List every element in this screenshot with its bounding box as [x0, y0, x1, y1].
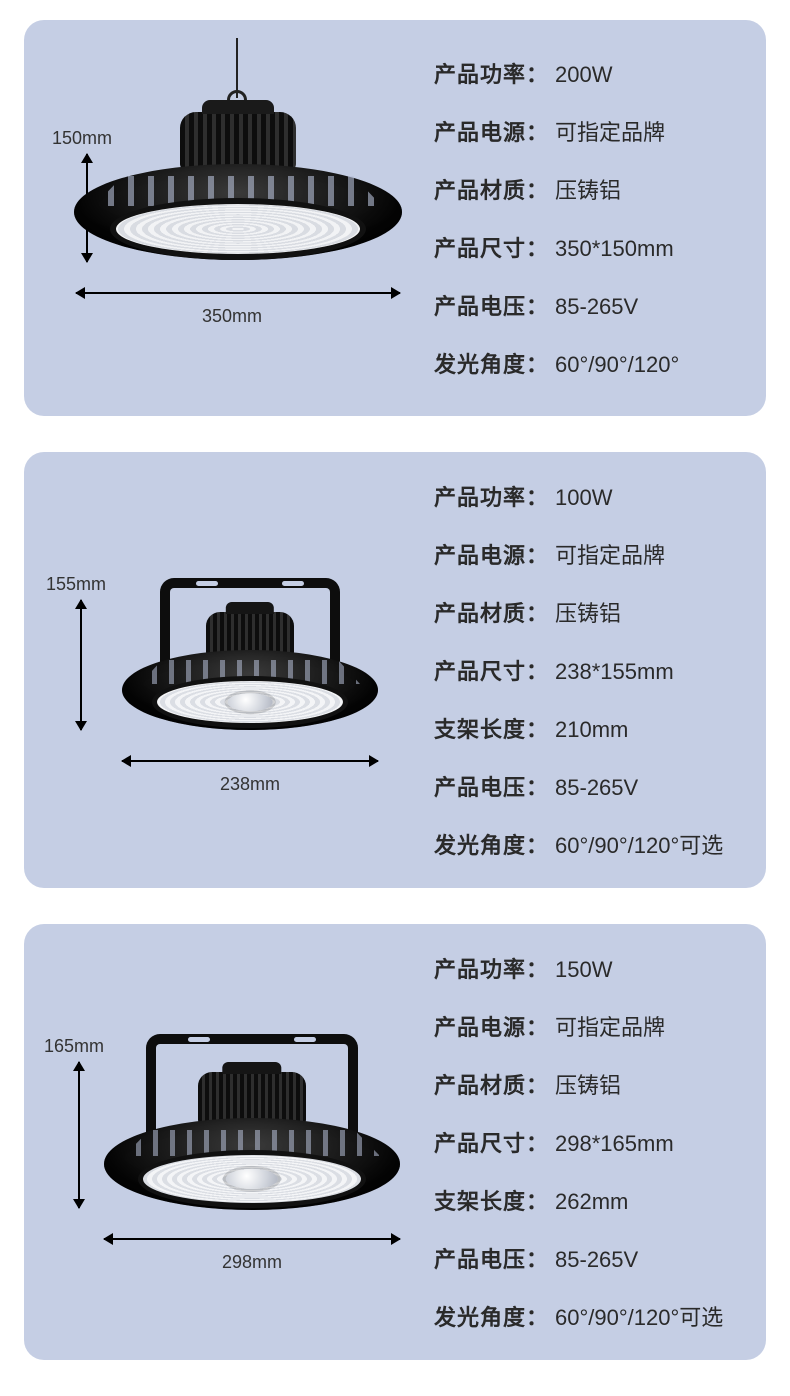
hanger-chain-icon	[236, 38, 238, 98]
spec-row-material: 产品材质： 压铸铝	[434, 596, 746, 628]
dim-width-arrow	[76, 292, 400, 294]
spec-label: 支架长度：	[434, 1184, 549, 1216]
spec-row-beam-angle: 发光角度： 60°/90°/120°	[434, 347, 746, 379]
product-illustration: 165mm 298mm	[44, 972, 424, 1312]
product-illustration: 155mm 238mm	[44, 500, 424, 840]
spec-value: 60°/90°/120°	[555, 352, 679, 378]
spec-row-voltage: 产品电压： 85-265V	[434, 1242, 746, 1274]
spec-list: 产品功率： 150W 产品电源： 可指定品牌 产品材质： 压铸铝 产品尺寸： 2…	[424, 952, 746, 1332]
spec-value: 压铸铝	[555, 596, 621, 628]
spec-label: 产品电压：	[434, 289, 549, 321]
product-card: 165mm 298mm 产品功率： 150W 产品电源： 可指定品牌 产品材质：…	[24, 924, 766, 1360]
spec-value: 210mm	[555, 717, 628, 743]
spec-label: 产品电压：	[434, 1242, 549, 1274]
spec-row-material: 产品材质： 压铸铝	[434, 173, 746, 205]
spec-value: 262mm	[555, 1189, 628, 1215]
spec-row-power-source: 产品电源： 可指定品牌	[434, 538, 746, 570]
spec-value: 压铸铝	[555, 173, 621, 205]
spec-row-power-source: 产品电源： 可指定品牌	[434, 115, 746, 147]
spec-value: 85-265V	[555, 1247, 638, 1273]
dim-width-label: 350mm	[202, 306, 262, 327]
spec-value: 可指定品牌	[555, 538, 665, 570]
spec-label: 支架长度：	[434, 712, 549, 744]
spec-row-power-source: 产品电源： 可指定品牌	[434, 1010, 746, 1042]
product-card: 155mm 238mm 产品功率： 100W 产品电源： 可指定品牌 产品材质：…	[24, 452, 766, 888]
spec-value: 60°/90°/120°可选	[555, 828, 723, 860]
dim-height-arrow	[80, 600, 82, 730]
bracket-slot-icon	[196, 581, 218, 586]
spec-label: 发光角度：	[434, 1300, 549, 1332]
spec-label: 产品功率：	[434, 57, 549, 89]
dim-height-label: 150mm	[52, 128, 112, 149]
spec-list: 产品功率： 200W 产品电源： 可指定品牌 产品材质： 压铸铝 产品尺寸： 3…	[424, 57, 746, 379]
spec-value: 238*155mm	[555, 659, 674, 685]
spec-label: 产品电压：	[434, 770, 549, 802]
spec-value: 可指定品牌	[555, 1010, 665, 1042]
spec-label: 产品尺寸：	[434, 231, 549, 263]
spec-row-beam-angle: 发光角度： 60°/90°/120°可选	[434, 1300, 746, 1332]
heatsink-icon	[198, 1072, 306, 1124]
dim-height-label: 165mm	[44, 1036, 104, 1057]
dim-width-arrow	[104, 1238, 400, 1240]
spec-list: 产品功率： 100W 产品电源： 可指定品牌 产品材质： 压铸铝 产品尺寸： 2…	[424, 480, 746, 860]
spec-label: 发光角度：	[434, 347, 549, 379]
spec-label: 产品材质：	[434, 596, 549, 628]
product-card: 150mm 350mm 产品功率： 200W 产品电源： 可指定品牌 产品材质：…	[24, 20, 766, 416]
spec-value: 298*165mm	[555, 1131, 674, 1157]
spec-row-voltage: 产品电压： 85-265V	[434, 289, 746, 321]
spec-label: 产品功率：	[434, 480, 549, 512]
spec-value: 60°/90°/120°可选	[555, 1300, 723, 1332]
spec-value: 85-265V	[555, 294, 638, 320]
spec-label: 发光角度：	[434, 828, 549, 860]
dim-height-arrow	[78, 1062, 80, 1208]
spec-row-size: 产品尺寸： 238*155mm	[434, 654, 746, 686]
spec-value: 200W	[555, 62, 612, 88]
spec-row-size: 产品尺寸： 298*165mm	[434, 1126, 746, 1158]
dim-height-label: 155mm	[46, 574, 106, 595]
dim-width-arrow	[122, 760, 378, 762]
spec-label: 产品电源：	[434, 115, 549, 147]
spec-row-size: 产品尺寸： 350*150mm	[434, 231, 746, 263]
spec-label: 产品尺寸：	[434, 1126, 549, 1158]
spec-label: 产品电源：	[434, 538, 549, 570]
spec-value: 可指定品牌	[555, 115, 665, 147]
spec-value: 150W	[555, 957, 612, 983]
bracket-slot-icon	[294, 1037, 316, 1042]
spec-label: 产品材质：	[434, 173, 549, 205]
spec-value: 85-265V	[555, 775, 638, 801]
lamp-lens-icon	[110, 198, 366, 260]
lamp-lens-icon	[152, 676, 348, 728]
spec-row-power: 产品功率： 200W	[434, 57, 746, 89]
spec-row-beam-angle: 发光角度： 60°/90°/120°可选	[434, 828, 746, 860]
spec-row-material: 产品材质： 压铸铝	[434, 1068, 746, 1100]
spec-value: 100W	[555, 485, 612, 511]
product-illustration: 150mm 350mm	[44, 48, 424, 388]
lamp-lens-icon	[138, 1150, 366, 1208]
heatsink-icon	[180, 112, 296, 170]
spec-label: 产品材质：	[434, 1068, 549, 1100]
spec-row-bracket-length: 支架长度： 262mm	[434, 1184, 746, 1216]
spec-value: 350*150mm	[555, 236, 674, 262]
dim-width-label: 238mm	[220, 774, 280, 795]
spec-label: 产品功率：	[434, 952, 549, 984]
bracket-slot-icon	[282, 581, 304, 586]
bracket-slot-icon	[188, 1037, 210, 1042]
spec-row-power: 产品功率： 150W	[434, 952, 746, 984]
dim-width-label: 298mm	[222, 1252, 282, 1273]
spec-row-bracket-length: 支架长度： 210mm	[434, 712, 746, 744]
spec-row-power: 产品功率： 100W	[434, 480, 746, 512]
spec-label: 产品电源：	[434, 1010, 549, 1042]
spec-value: 压铸铝	[555, 1068, 621, 1100]
spec-label: 产品尺寸：	[434, 654, 549, 686]
spec-row-voltage: 产品电压： 85-265V	[434, 770, 746, 802]
